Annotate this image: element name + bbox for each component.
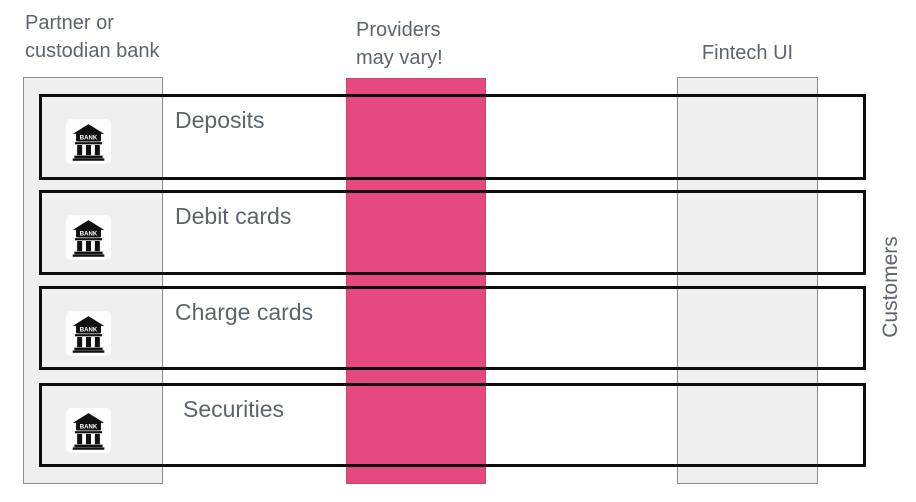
row-label: Securities: [183, 396, 284, 422]
bank-banner-label: BANK: [80, 135, 98, 141]
bank-banner-label: BANK: [80, 231, 98, 237]
partner-bank-heading: Partner or custodian bank: [25, 12, 160, 62]
customers-heading: Customers: [879, 236, 902, 338]
product-row-deposits: BANK Deposits: [39, 94, 866, 180]
bank-icon: BANK: [66, 119, 111, 164]
row-label: Debit cards: [175, 203, 292, 229]
bank-banner-label: BANK: [80, 424, 98, 430]
providers-heading: Providers may vary!: [356, 19, 443, 69]
fintech-ui-heading: Fintech UI: [701, 42, 794, 64]
providers-column: [346, 78, 486, 484]
bank-icon: BANK: [66, 215, 111, 260]
bank-banner-label: BANK: [80, 327, 98, 333]
fintech-ui-column: [677, 77, 818, 484]
product-row-debit-cards: BANK Debit cards: [39, 190, 866, 275]
product-row-charge-cards: BANK Charge cards: [39, 286, 866, 370]
row-label: Deposits: [175, 107, 265, 133]
bank-icon: BANK: [66, 311, 111, 356]
bank-icon: BANK: [66, 408, 111, 453]
row-label: Charge cards: [175, 299, 314, 325]
product-row-securities: BANK Securities: [39, 383, 866, 467]
